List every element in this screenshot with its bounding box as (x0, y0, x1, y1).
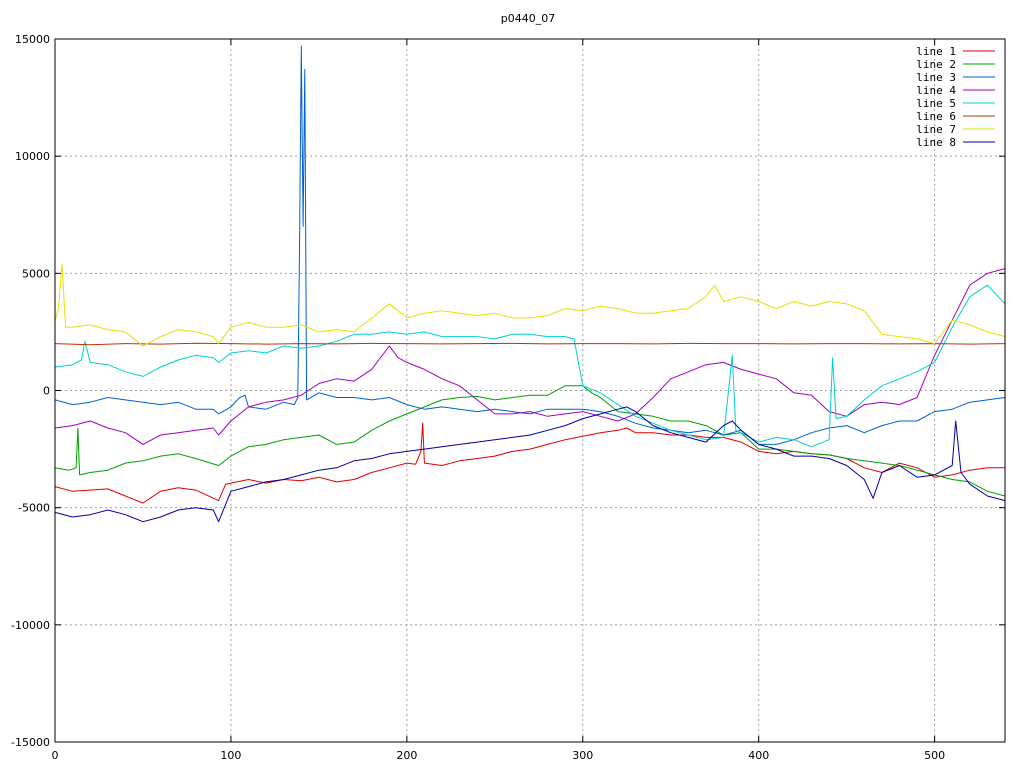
y-tick-label: 10000 (15, 150, 50, 163)
legend-label: line 6 (916, 110, 956, 123)
y-tick-label: 0 (43, 385, 50, 398)
y-tick-label: -10000 (11, 619, 50, 632)
series-line-2 (54, 385, 1006, 497)
y-tick-label: -15000 (11, 736, 50, 749)
y-tick-label: 5000 (22, 267, 50, 280)
legend-label: line 5 (916, 97, 956, 110)
x-tick-label: 0 (52, 749, 59, 762)
x-tick-label: 100 (220, 749, 241, 762)
series-line-7 (54, 263, 1006, 347)
chart-title: p0440_07 (501, 12, 555, 25)
series-line-4 (54, 268, 1006, 445)
series-group (54, 45, 1006, 523)
x-tick-label: 200 (396, 749, 417, 762)
series-line-3 (54, 45, 1006, 445)
legend-label: line 8 (916, 136, 956, 149)
series-line-5 (54, 284, 1006, 448)
axes: 0 100 200 300 400 500 -15000 -10000 -5000 0 5000 10… (11, 33, 1005, 762)
x-tick-label: 500 (924, 749, 945, 762)
y-tick-label: -5000 (18, 502, 50, 515)
grid (55, 39, 1005, 742)
x-tick-label: 300 (572, 749, 593, 762)
legend-label: line 2 (916, 58, 956, 71)
legend-label: line 3 (916, 71, 956, 84)
legend-label: line 1 (916, 45, 956, 58)
series-line-6 (54, 342, 1006, 346)
y-tick-label: 15000 (15, 33, 50, 46)
x-tick-label: 400 (748, 749, 769, 762)
series-line-8 (54, 406, 1006, 523)
plot-frame (54, 38, 1006, 743)
legend-label: line 7 (916, 123, 956, 136)
legend-label: line 4 (916, 84, 956, 97)
